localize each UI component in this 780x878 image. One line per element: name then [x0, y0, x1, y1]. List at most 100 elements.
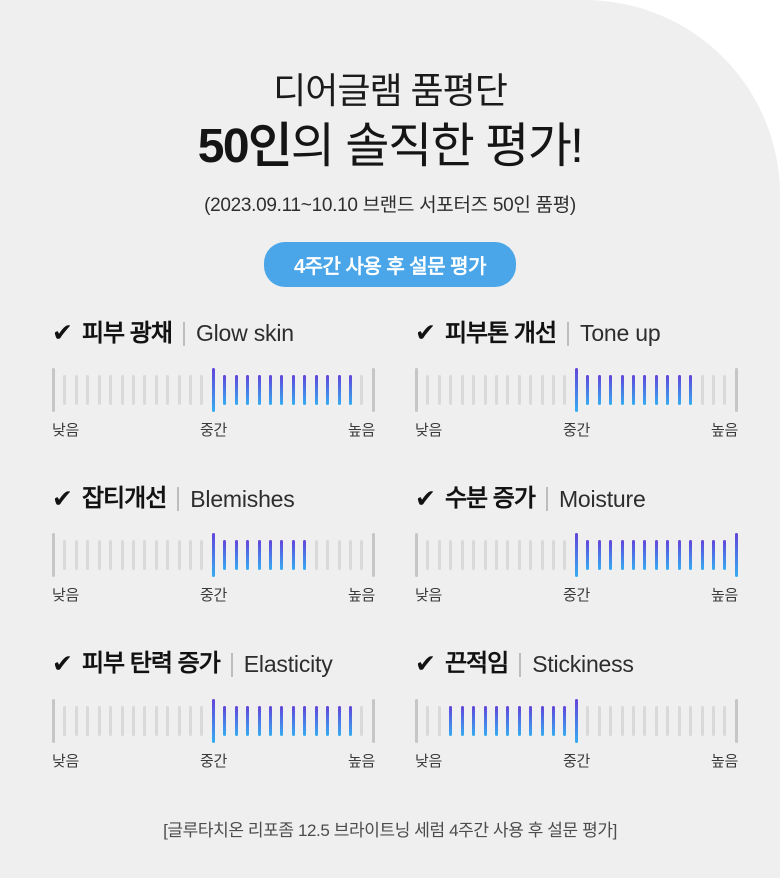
scale-tick — [460, 374, 464, 405]
scale-tick — [326, 374, 330, 405]
scale-tick — [63, 705, 67, 736]
label-divider — [545, 487, 548, 512]
scale-tick — [177, 374, 181, 405]
scale-tick — [689, 374, 693, 405]
scale-tick — [131, 540, 135, 571]
scale-tick — [437, 374, 441, 405]
scales-grid: ✔ 피부 광채 Glow skin 낮음 중간 높음 ✔ 피부톤 개선 Tone… — [0, 287, 780, 770]
scale-tick — [540, 540, 544, 571]
scale-marker-tick — [52, 533, 55, 578]
scale-tick — [437, 705, 441, 736]
scale-tick — [506, 705, 510, 736]
scale-tick — [360, 374, 364, 405]
axis-label-mid: 중간 — [562, 587, 591, 605]
scale-tick — [632, 540, 636, 571]
scale-tick — [666, 374, 670, 405]
scale-tick — [326, 540, 330, 571]
scale-tick — [666, 705, 670, 736]
scale-tick — [552, 374, 556, 405]
scale-tick — [291, 374, 295, 405]
title-line2-rest: 의 솔직한 평가! — [290, 120, 584, 174]
axis-label-high: 높음 — [347, 421, 375, 439]
scale-tick — [563, 374, 567, 405]
rating-english-label: Stickiness — [532, 650, 634, 677]
scale-tick — [517, 540, 521, 571]
scale-tick — [143, 374, 147, 405]
axis-label-mid: 중간 — [199, 421, 228, 439]
scale-tick — [677, 374, 681, 405]
scale-tick — [677, 540, 681, 571]
scale-tick — [189, 540, 193, 571]
scale-tick — [632, 374, 636, 405]
rating-axis-labels: 낮음 중간 높음 — [415, 419, 738, 439]
scale-marker-tick — [574, 698, 578, 743]
scale-tick — [654, 374, 658, 405]
scale-tick — [314, 540, 318, 571]
rating-scale — [415, 367, 738, 412]
scale-tick — [303, 540, 307, 571]
rating-section-header: ✔ 피부 광채 Glow skin — [52, 319, 375, 348]
scale-tick — [449, 540, 453, 571]
scale-tick — [177, 540, 181, 571]
scale-tick — [280, 540, 284, 571]
scale-tick — [700, 705, 704, 736]
scale-tick — [586, 705, 590, 736]
scale-tick — [337, 374, 341, 405]
rating-section: ✔ 끈적임 Stickiness 낮음 중간 높음 — [415, 650, 738, 770]
rating-section-header: ✔ 피부 탄력 증가 Elasticity — [52, 650, 375, 679]
scale-tick — [449, 705, 453, 736]
scale-marker-tick — [734, 367, 738, 412]
rating-korean-label: 잡티개선 — [81, 484, 167, 512]
axis-label-high: 높음 — [710, 752, 738, 770]
scale-marker-tick — [415, 533, 418, 578]
rating-section: ✔ 수분 증가 Moisture 낮음 중간 높음 — [415, 484, 738, 605]
check-icon: ✔ — [415, 650, 436, 679]
scale-tick — [677, 705, 681, 736]
scale-tick — [109, 374, 113, 405]
scale-tick — [609, 374, 613, 405]
scale-tick — [654, 540, 658, 571]
label-divider — [230, 652, 233, 677]
scale-tick — [449, 374, 453, 405]
axis-label-low: 낮음 — [415, 587, 443, 605]
rating-axis-labels: 낮음 중간 높음 — [52, 419, 375, 439]
scale-tick — [586, 374, 590, 405]
label-divider — [567, 321, 570, 346]
rating-axis-labels: 낮음 중간 높음 — [415, 750, 738, 770]
scale-marker-tick — [574, 533, 578, 578]
scale-tick — [460, 540, 464, 571]
axis-label-high: 높음 — [347, 587, 375, 605]
scale-tick — [632, 705, 636, 736]
scale-tick — [74, 540, 78, 571]
axis-label-low: 낮음 — [52, 421, 80, 439]
scale-tick — [280, 705, 284, 736]
scale-marker-tick — [211, 533, 215, 578]
scale-tick — [711, 705, 715, 736]
check-icon: ✔ — [52, 319, 73, 348]
scale-tick — [620, 540, 624, 571]
scale-tick — [200, 705, 204, 736]
scale-marker-tick — [734, 533, 738, 578]
scale-marker-tick — [211, 367, 215, 412]
rating-section-header: ✔ 끈적임 Stickiness — [415, 650, 738, 679]
scale-tick — [597, 374, 601, 405]
rating-korean-label: 수분 증가 — [444, 484, 536, 512]
rating-section: ✔ 피부 탄력 증가 Elasticity 낮음 중간 높음 — [52, 650, 375, 770]
scale-marker-tick — [371, 698, 375, 743]
check-icon: ✔ — [52, 650, 73, 679]
rating-section: ✔ 잡티개선 Blemishes 낮음 중간 높음 — [52, 484, 375, 605]
scale-tick — [529, 374, 533, 405]
label-divider — [177, 487, 180, 512]
scale-tick — [189, 705, 193, 736]
scale-tick — [472, 374, 476, 405]
scale-tick — [472, 540, 476, 571]
scale-tick — [360, 705, 364, 736]
scale-tick — [223, 374, 227, 405]
axis-label-mid: 중간 — [562, 752, 591, 770]
scale-tick — [517, 705, 521, 736]
rating-scale — [415, 698, 738, 743]
scale-tick — [269, 374, 273, 405]
scale-tick — [540, 705, 544, 736]
scale-tick — [337, 705, 341, 736]
